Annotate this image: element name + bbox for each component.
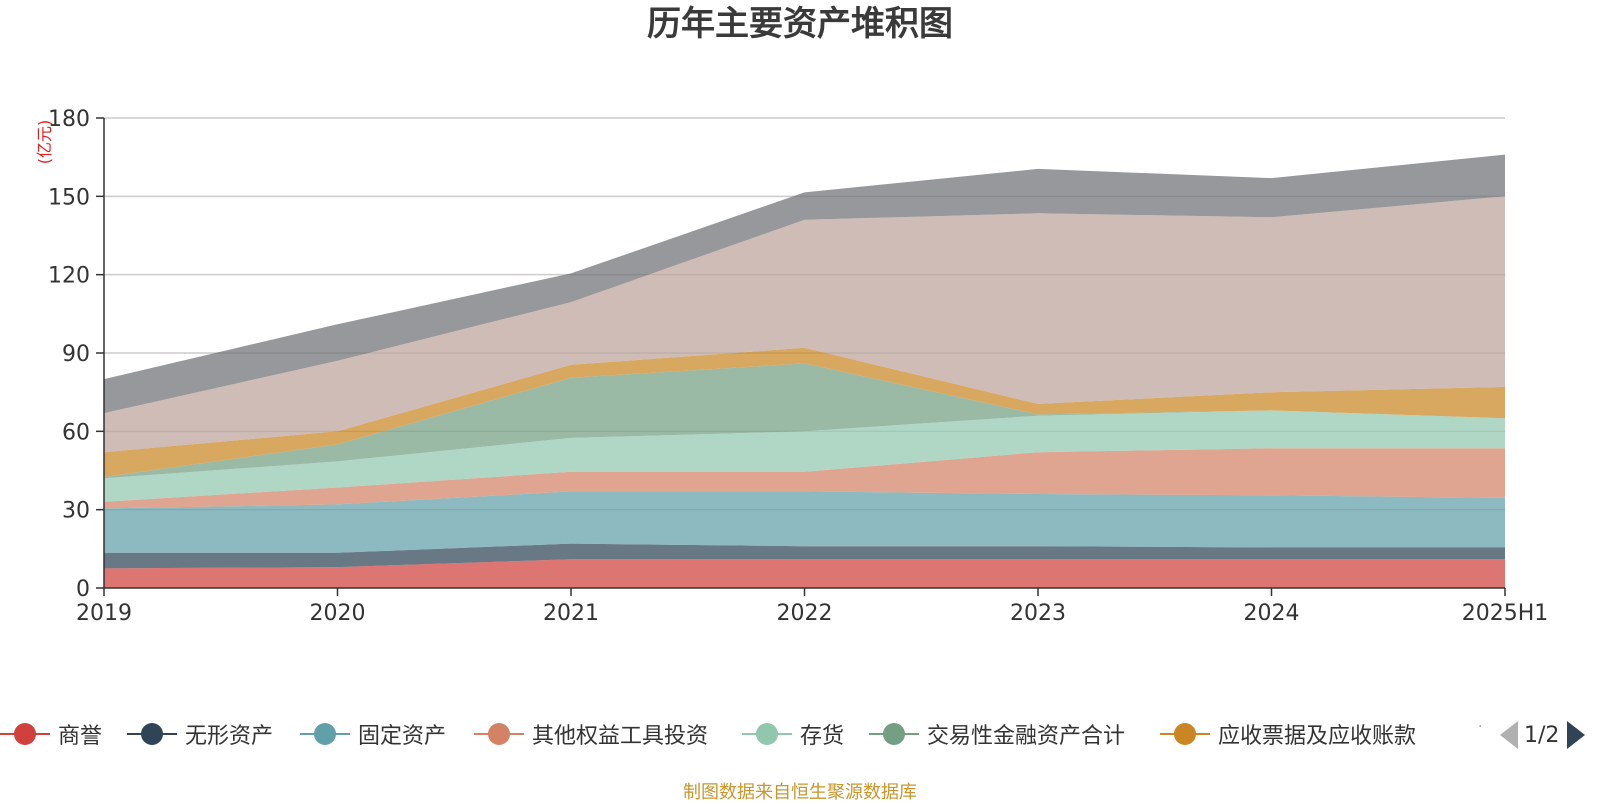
area-series-9 <box>104 154 1505 414</box>
legend-item[interactable]: 应收票据及应收账款 <box>1160 714 1416 754</box>
legend-marker-icon <box>127 714 177 754</box>
x-tick-label: 2024 <box>1244 601 1300 626</box>
legend-item[interactable]: 存货 <box>742 714 844 754</box>
area-series-6 <box>104 363 1505 479</box>
x-tick-label: 2025H1 <box>1462 601 1549 626</box>
area-series-3 <box>104 491 1505 553</box>
x-tick-label: 2021 <box>543 601 599 626</box>
legend-marker-icon <box>869 714 919 754</box>
legend-overflow-dots: · <box>1478 719 1483 735</box>
area-series-4 <box>104 448 1505 509</box>
data-source-note: 制图数据来自恒生聚源数据库 <box>683 782 917 803</box>
area-series-5 <box>104 410 1505 502</box>
chart-plot: 0 30 60 90 120 150 180 2019 2020 2021 2022 2023 2024… <box>35 107 1549 626</box>
y-axis-unit-label: (亿元) <box>35 120 54 165</box>
legend-item[interactable]: 交易性金融资产合计 <box>869 714 1125 754</box>
legend-marker-icon <box>474 714 524 754</box>
y-tick-label: 180 <box>48 107 90 132</box>
legend-next-page-icon[interactable] <box>1567 721 1586 749</box>
legend-label: 商誉 <box>58 724 103 749</box>
y-tick-label: 30 <box>62 499 90 524</box>
y-tick-label: 150 <box>48 185 90 210</box>
legend-label: 存货 <box>800 724 845 749</box>
area-series-2 <box>104 543 1505 569</box>
chart-legend: 商誉 无形资产 固定资产 其他权益工具投资 存货 交易性金融资产合计 应收票据及应收账款 <box>0 714 1600 754</box>
y-tick-label: 0 <box>76 577 90 602</box>
legend-label: 交易性金融资产合计 <box>927 724 1126 749</box>
legend-prev-page-icon[interactable] <box>1500 721 1518 749</box>
x-tick-label: 2023 <box>1010 601 1066 626</box>
legend-label: 应收票据及应收账款 <box>1218 724 1417 749</box>
legend-marker-icon <box>300 714 350 754</box>
legend-marker-icon <box>0 714 50 754</box>
legend-item[interactable]: 其他权益工具投资 <box>474 714 708 754</box>
legend-label: 其他权益工具投资 <box>532 724 709 749</box>
legend-label: 无形资产 <box>185 724 274 749</box>
legend-marker-icon <box>1160 714 1210 754</box>
y-tick-label: 90 <box>62 342 90 367</box>
legend-page-indicator: 1/2 <box>1524 722 1560 748</box>
area-series-8 <box>104 196 1505 453</box>
y-tick-label: 120 <box>48 264 90 289</box>
x-tick-label: 2020 <box>310 601 366 626</box>
x-tick-label: 2019 <box>76 601 132 626</box>
chart-title: 历年主要资产堆积图 <box>647 4 953 44</box>
legend-marker-icon <box>742 714 792 754</box>
y-tick-label: 60 <box>62 420 90 445</box>
legend-item[interactable]: 商誉 <box>0 714 102 754</box>
area-series-1 <box>104 559 1505 588</box>
x-tick-label: 2022 <box>777 601 833 626</box>
legend-pager: 1/2 <box>1500 718 1586 752</box>
legend-label: 固定资产 <box>358 724 447 749</box>
legend-item[interactable]: 无形资产 <box>127 714 273 754</box>
legend-item[interactable]: 固定资产 <box>300 714 446 754</box>
